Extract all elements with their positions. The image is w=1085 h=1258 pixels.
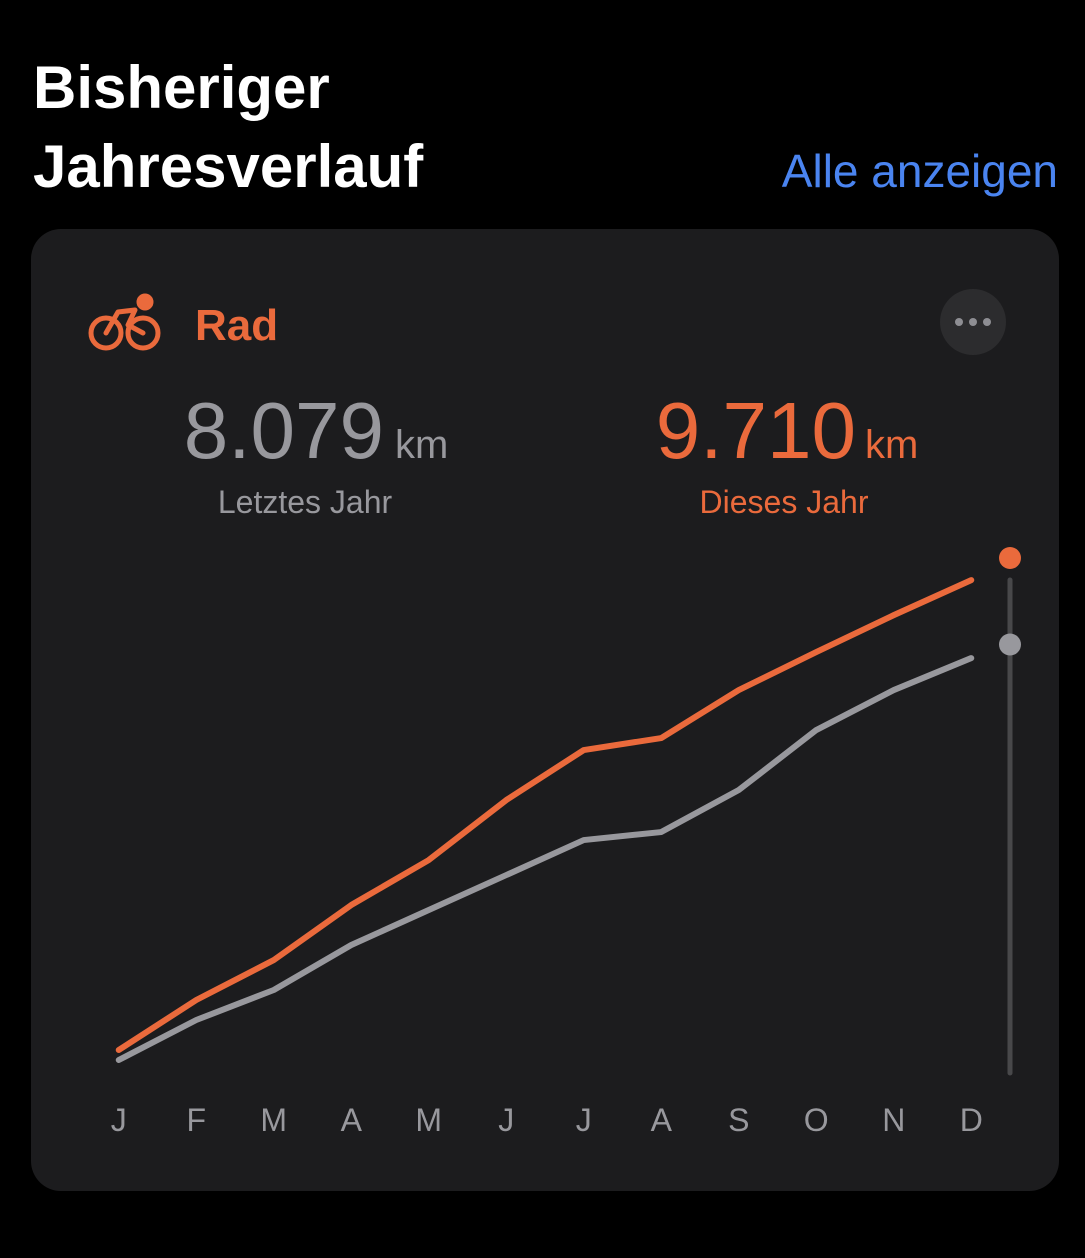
card	[31, 229, 1059, 1191]
x-tick-label: M	[415, 1102, 442, 1138]
x-tick-label: F	[186, 1102, 206, 1138]
x-tick-label: S	[728, 1102, 749, 1138]
show-all-link[interactable]: Alle anzeigen	[782, 145, 1058, 197]
x-tick-label: J	[576, 1102, 592, 1138]
x-tick-label: O	[804, 1102, 829, 1138]
header-title: Jahresverlauf	[33, 133, 424, 200]
x-tick-label: J	[111, 1102, 127, 1138]
stat-label: Letztes Jahr	[218, 484, 393, 520]
stat-value: 8.079	[184, 386, 384, 475]
header-title: Bisheriger	[33, 54, 330, 121]
series-line	[115, 655, 975, 1064]
stat-label: Dieses Jahr	[700, 484, 869, 520]
activity-title: Rad	[195, 301, 278, 350]
end-dot	[999, 633, 1021, 656]
bike-icon	[88, 293, 161, 351]
x-tick-label: N	[882, 1102, 905, 1138]
x-tick-label: M	[260, 1102, 287, 1138]
stat-unit: km	[865, 423, 918, 467]
stat-value: 9.710	[656, 386, 856, 475]
more-button[interactable]	[940, 289, 1006, 355]
x-tick-label: D	[960, 1102, 983, 1138]
end-dot	[999, 547, 1021, 569]
x-tick-label: A	[341, 1102, 363, 1138]
x-tick-label: A	[651, 1102, 673, 1138]
stat-unit: km	[395, 423, 448, 467]
series-line	[115, 577, 975, 1053]
x-tick-label: J	[498, 1102, 514, 1138]
